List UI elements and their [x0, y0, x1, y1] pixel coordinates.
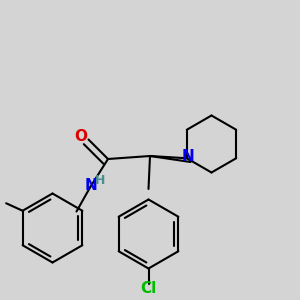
Text: N: N [182, 149, 195, 164]
Text: Cl: Cl [140, 281, 157, 296]
Text: H: H [94, 174, 105, 188]
Text: N: N [85, 178, 98, 194]
Text: O: O [74, 129, 88, 144]
